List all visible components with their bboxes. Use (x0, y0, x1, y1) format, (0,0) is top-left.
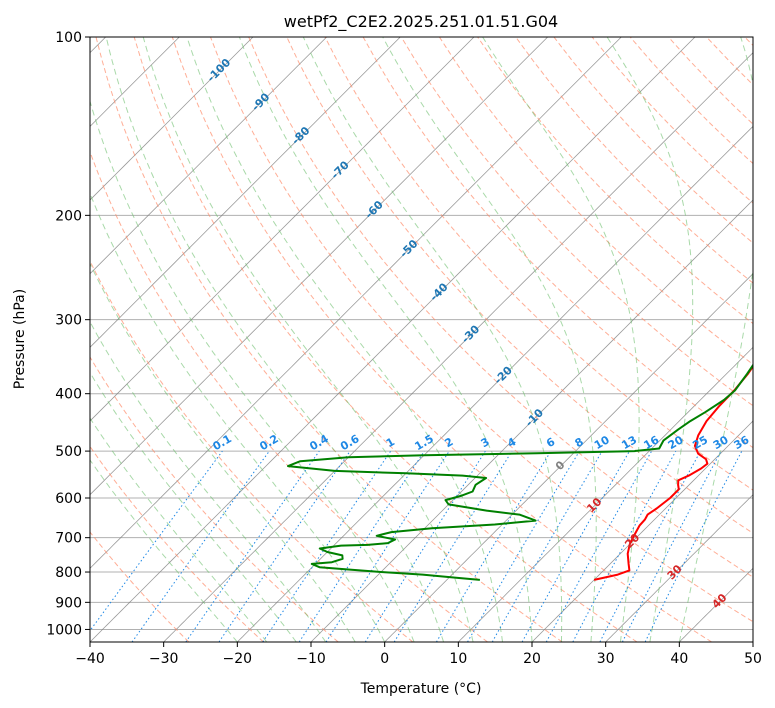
dry-adiabat-line (324, 37, 753, 491)
x-tick-label: 0 (380, 651, 389, 667)
dry-adiabat-line (95, 37, 563, 642)
y-tick-label: 100 (55, 30, 82, 46)
dry-adiabat-line (90, 531, 190, 642)
mixing-ratio-line (325, 450, 450, 642)
y-tick-label: 300 (55, 313, 82, 329)
dry-adiabat-line (90, 356, 339, 642)
x-tick-label: 50 (744, 651, 762, 667)
isotherm-line (237, 125, 753, 642)
dry-adiabat-line (515, 37, 753, 284)
isotherm-line (90, 37, 548, 496)
isotherm-line (90, 37, 622, 569)
y-tick-label: 1000 (46, 622, 82, 638)
dewpoint-profile (287, 363, 753, 581)
x-tick-label: 20 (523, 651, 541, 667)
mixing-ratio-line (131, 450, 270, 642)
dry-adiabat-lines (90, 37, 753, 642)
mixing-ratio-line (572, 450, 677, 642)
dry-adiabat-line (210, 37, 753, 623)
dry-adiabat-line (400, 37, 753, 407)
mixing-ratio-line (298, 450, 425, 642)
moist-adiabat-line (142, 37, 474, 642)
y-axis-label: Pressure (hPa) (12, 289, 28, 389)
moist-adiabat-line (186, 37, 503, 642)
dry-adiabat-line (133, 37, 638, 642)
mixing-ratio-line (218, 450, 351, 642)
moist-adiabat-line (90, 99, 415, 642)
dry-adiabat-line (171, 37, 712, 642)
mixing-ratio-line (521, 450, 630, 642)
moist-adiabat-line (90, 320, 327, 642)
isotherm-line (90, 37, 401, 348)
pressure-gridlines (90, 37, 753, 630)
temperature-profile (593, 364, 753, 581)
dry-adiabat-line (438, 37, 753, 366)
moist-adiabat-lines (90, 37, 753, 642)
moist-adiabat-line (382, 37, 597, 642)
mixing-ratio-lines (90, 450, 743, 642)
x-axis-label: Temperature (°C) (360, 681, 482, 697)
y-tick-label: 900 (55, 595, 82, 611)
isotherm-line (531, 420, 753, 642)
x-tick-label: 10 (449, 651, 467, 667)
y-tick-label: 500 (55, 444, 82, 460)
isotherm-line (163, 52, 753, 642)
isotherm-line (90, 37, 475, 422)
mixing-ratio-line (545, 450, 653, 642)
plot-frame (89, 36, 754, 643)
x-tick-label: −20 (223, 651, 253, 667)
moist-adiabat-line (105, 37, 445, 642)
y-tick-label: 800 (55, 565, 82, 581)
isotherm-line (310, 199, 753, 642)
moist-adiabat-line (606, 37, 694, 642)
axes: −40 −30 −20 −10 0 10 20 30 40 50 100 200 300 400 500 60… (46, 30, 762, 667)
isotherm-line (679, 567, 753, 642)
moist-adiabat-line (302, 37, 563, 642)
dry-adiabat-line (90, 259, 414, 642)
mixing-ratio-line (393, 450, 513, 642)
dry-adiabat-line (248, 37, 753, 578)
isotherm-line (458, 346, 753, 642)
mixing-ratio-line (90, 450, 223, 632)
isotherm-line (384, 273, 753, 642)
y-tick-label: 400 (55, 387, 82, 403)
x-tick-label: −30 (149, 651, 179, 667)
moist-adiabat-line (90, 371, 297, 642)
chart-title: wetPf2_C2E2.2025.251.01.51.G04 (284, 12, 558, 32)
sounding-series (287, 363, 753, 581)
y-tick-label: 600 (55, 491, 82, 507)
moist-adiabat-line (90, 192, 386, 642)
y-tick-label: 200 (55, 208, 82, 224)
moist-adiabat-line (678, 37, 753, 642)
moist-adiabat-line (482, 37, 640, 642)
x-tick-label: 30 (597, 651, 615, 667)
mixing-ratio-line (644, 450, 743, 642)
moist-adiabat-line (90, 262, 356, 642)
x-tick-label: −10 (296, 651, 326, 667)
moist-adiabat-line (90, 459, 238, 642)
mixing-ratio-line (262, 450, 392, 642)
y-tick-label: 700 (55, 531, 82, 547)
x-tick-label: 40 (670, 651, 688, 667)
dry-adiabat-line (90, 150, 488, 642)
dry-adiabat-line (90, 445, 264, 642)
moist-adiabat-line (238, 37, 533, 642)
moist-adiabat-line (90, 417, 268, 642)
mixing-ratio-line (185, 450, 320, 642)
x-tick-label: −40 (75, 651, 105, 667)
